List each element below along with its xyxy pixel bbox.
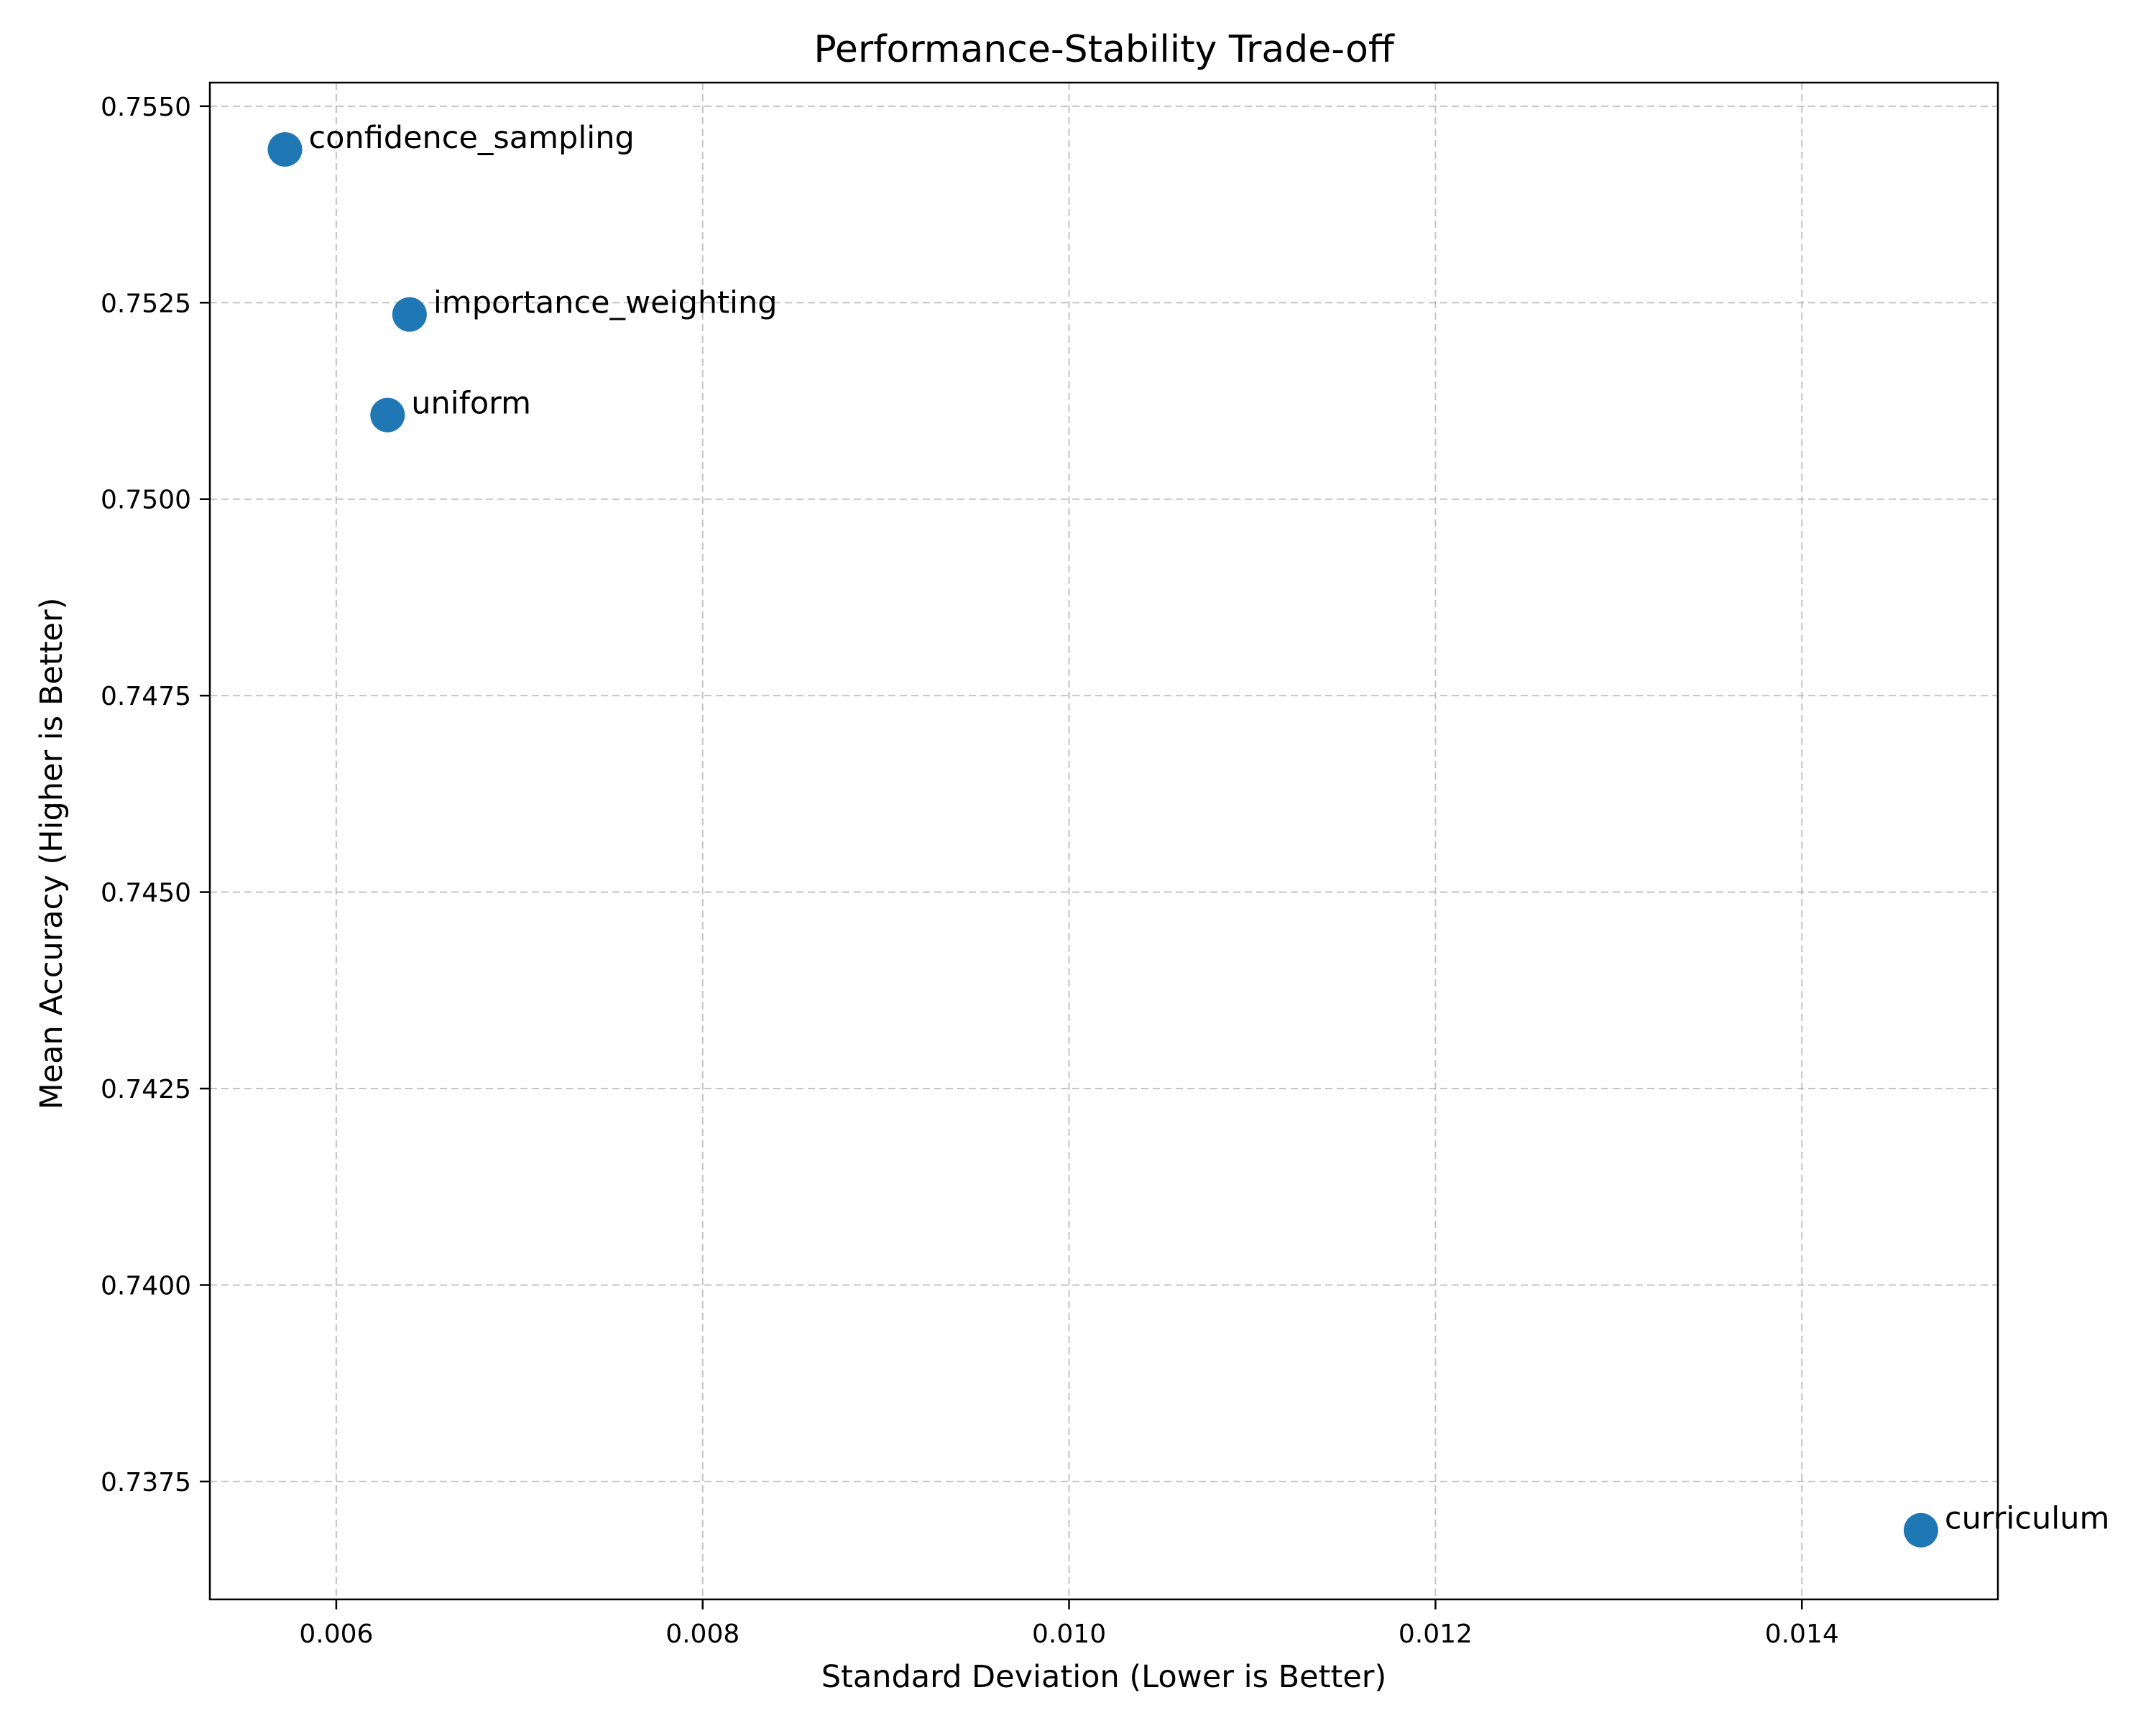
y-axis-label: Mean Accuracy (Higher is Better) (34, 598, 70, 1110)
scatter-point (267, 131, 303, 167)
y-tick-label: 0.7425 (101, 1075, 191, 1104)
x-axis-label: Standard Deviation (Lower is Better) (821, 1659, 1387, 1695)
plot-frame (208, 81, 1999, 1601)
chart-title: Performance-Stability Trade-off (814, 28, 1394, 71)
ticks: 0.006 0.008 0.010 0.012 0.014 0.7375 0.7400 0.7… (101, 93, 1839, 1649)
x-tick-label: 0.006 (299, 1620, 373, 1649)
scatter-point (370, 397, 405, 433)
y-tick-label: 0.7475 (101, 682, 191, 711)
point-label: curriculum (1945, 1501, 2109, 1537)
y-tick-label: 0.7500 (101, 486, 191, 515)
x-tick-label: 0.012 (1399, 1620, 1473, 1649)
y-tick-label: 0.7375 (101, 1468, 191, 1497)
scatter-point (392, 297, 427, 332)
grid (210, 83, 1998, 1599)
point-label: importance_weighting (433, 285, 778, 321)
y-tick-label: 0.7450 (101, 879, 191, 908)
y-tick-label: 0.7550 (101, 93, 191, 122)
data-points: confidence_sampling importance_weightingu… (267, 120, 2109, 1548)
y-tick-label: 0.7400 (101, 1271, 191, 1300)
point-label: uniform (411, 386, 531, 422)
x-tick-label: 0.008 (665, 1620, 740, 1649)
x-tick-label: 0.014 (1765, 1620, 1839, 1649)
point-label: confidence_sampling (309, 120, 635, 156)
scatter-point (1903, 1512, 1938, 1548)
y-tick-label: 0.7525 (101, 289, 191, 318)
x-tick-label: 0.010 (1032, 1620, 1106, 1649)
